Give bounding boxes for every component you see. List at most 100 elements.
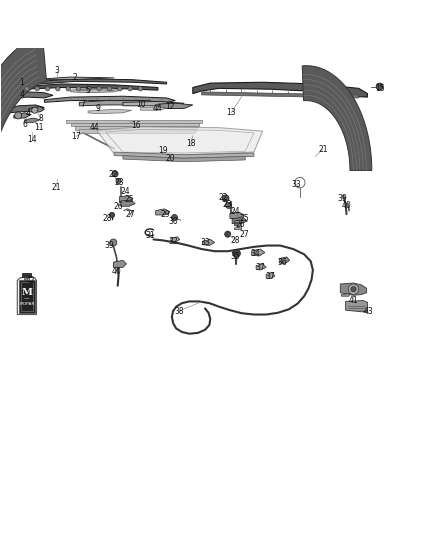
Text: 39: 39 [104, 241, 114, 250]
Polygon shape [346, 301, 367, 312]
Circle shape [107, 87, 112, 91]
Circle shape [87, 87, 91, 91]
Text: 28: 28 [103, 214, 113, 223]
Text: 6: 6 [22, 120, 27, 128]
Polygon shape [19, 280, 35, 313]
Polygon shape [120, 196, 133, 202]
Polygon shape [230, 212, 244, 219]
Polygon shape [341, 294, 349, 296]
Polygon shape [256, 264, 266, 270]
Text: —: — [24, 297, 30, 302]
Polygon shape [97, 127, 263, 155]
Text: 3: 3 [54, 67, 59, 75]
Text: 31: 31 [145, 231, 155, 239]
Polygon shape [234, 223, 242, 226]
Circle shape [110, 212, 115, 217]
Circle shape [14, 112, 21, 119]
Polygon shape [10, 105, 44, 113]
Text: 24: 24 [120, 187, 130, 196]
Polygon shape [302, 66, 372, 171]
Text: 33: 33 [200, 238, 210, 247]
Text: 20: 20 [165, 154, 175, 163]
Polygon shape [40, 79, 166, 84]
Text: 10: 10 [137, 100, 146, 109]
Polygon shape [193, 82, 367, 97]
Polygon shape [10, 92, 53, 99]
Text: 9: 9 [95, 104, 100, 113]
Polygon shape [234, 227, 242, 229]
Text: 43: 43 [364, 306, 373, 316]
Polygon shape [123, 156, 245, 161]
Circle shape [116, 179, 121, 183]
Circle shape [376, 83, 383, 90]
Circle shape [225, 231, 231, 237]
Polygon shape [340, 283, 367, 295]
Text: 12: 12 [166, 102, 175, 111]
Polygon shape [121, 200, 135, 206]
Text: 19: 19 [158, 146, 168, 155]
Text: MOPAR: MOPAR [19, 302, 35, 305]
Polygon shape [266, 272, 275, 279]
Polygon shape [171, 237, 180, 242]
Polygon shape [141, 107, 166, 110]
Text: 11: 11 [34, 123, 44, 132]
Text: 34: 34 [250, 249, 260, 258]
Polygon shape [14, 113, 31, 118]
Polygon shape [202, 239, 215, 246]
Circle shape [32, 107, 38, 113]
Circle shape [110, 239, 117, 246]
Polygon shape [17, 276, 36, 314]
Circle shape [233, 249, 240, 257]
Text: 1: 1 [19, 78, 24, 87]
Text: 41: 41 [349, 296, 358, 305]
Text: 13: 13 [226, 108, 236, 117]
Text: 40: 40 [342, 201, 351, 210]
Polygon shape [252, 249, 265, 256]
Text: 32: 32 [168, 237, 178, 246]
Text: 37: 37 [265, 272, 276, 280]
Circle shape [128, 87, 132, 91]
Polygon shape [88, 109, 132, 114]
Text: 24: 24 [231, 207, 240, 216]
Polygon shape [113, 261, 127, 268]
Polygon shape [25, 118, 40, 123]
Polygon shape [29, 107, 44, 112]
Circle shape [112, 171, 118, 177]
Text: 23: 23 [222, 200, 232, 209]
Polygon shape [123, 101, 184, 107]
Circle shape [76, 87, 81, 91]
Text: 21: 21 [318, 145, 328, 154]
Circle shape [226, 203, 232, 208]
Circle shape [351, 287, 356, 292]
Circle shape [222, 195, 229, 202]
Circle shape [35, 87, 39, 91]
Text: 25: 25 [125, 195, 134, 204]
Circle shape [46, 87, 50, 91]
Polygon shape [79, 130, 195, 133]
Polygon shape [21, 273, 31, 277]
Polygon shape [44, 77, 114, 79]
Circle shape [97, 87, 101, 91]
Text: 8: 8 [39, 115, 43, 124]
Text: 7: 7 [80, 100, 85, 109]
Text: 28: 28 [231, 236, 240, 245]
Text: 15: 15 [375, 84, 385, 93]
Text: 5: 5 [85, 86, 91, 95]
Text: 29: 29 [161, 209, 170, 219]
Text: 35: 35 [231, 252, 240, 261]
Text: 27: 27 [126, 211, 136, 220]
Circle shape [138, 87, 143, 91]
Text: 42: 42 [25, 276, 35, 285]
Polygon shape [66, 120, 201, 123]
Text: 27: 27 [240, 230, 249, 239]
Circle shape [25, 87, 29, 91]
Polygon shape [114, 152, 254, 158]
Circle shape [117, 87, 122, 91]
Polygon shape [0, 35, 46, 284]
Text: 4: 4 [25, 109, 30, 118]
Text: 2: 2 [73, 72, 77, 82]
Polygon shape [75, 126, 197, 130]
Text: 33: 33 [292, 180, 302, 189]
Text: 39: 39 [337, 194, 347, 203]
Text: 26: 26 [114, 202, 124, 211]
